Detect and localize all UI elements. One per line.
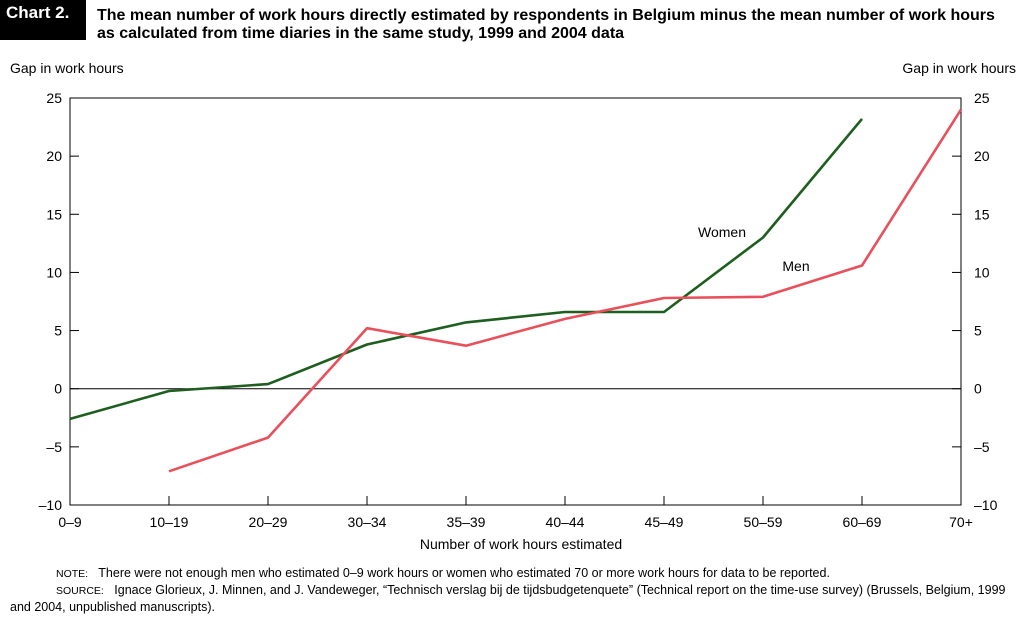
y-tick-label-right: 25 <box>974 90 990 106</box>
x-tick-label: 70+ <box>949 514 973 530</box>
x-tick-label: 50–59 <box>744 514 783 530</box>
x-tick-label: 45–49 <box>645 514 684 530</box>
y-tick-label-left: 5 <box>54 323 62 339</box>
chart-series: Women Men <box>69 108 963 473</box>
x-tick-label: 60–69 <box>843 514 882 530</box>
y-tick-label-right: –10 <box>974 497 998 513</box>
y-tick-label-left: 10 <box>46 264 62 280</box>
x-tick-label: 40–44 <box>546 514 585 530</box>
y-tick-label-left: 25 <box>46 90 62 106</box>
y-tick-label-right: 15 <box>974 206 990 222</box>
note-text: There were not enough men who estimated … <box>98 566 830 580</box>
x-axis-ticks: 0–9 10–19 20–29 30–34 35–39 40–44 45–49 50–59 60… <box>58 496 973 530</box>
x-tick-label: 35–39 <box>447 514 486 530</box>
x-tick-label: 20–29 <box>249 514 288 530</box>
plot-border <box>69 97 962 506</box>
y-tick-label-right: 0 <box>974 381 982 397</box>
y-axis-ticks: 25 25 20 20 15 15 10 10 5 5 0 0 –5 –5 –10 –10 <box>39 90 998 513</box>
chart-number-label: Chart 2. <box>0 0 86 40</box>
x-tick-label: 0–9 <box>58 514 82 530</box>
series-line-men <box>168 108 963 473</box>
y-tick-label-left: 15 <box>46 206 62 222</box>
note-label: Note: <box>56 568 89 580</box>
y-axis-title-left: Gap in work hours <box>10 60 124 76</box>
chart-title: The mean number of work hours directly e… <box>97 7 995 42</box>
footnotes: Note: There were not enough men who esti… <box>10 565 1016 615</box>
y-tick-label-right: –5 <box>974 439 990 455</box>
source-line: Source: Ignace Glorieux, J. Minnen, and … <box>10 582 1016 615</box>
y-tick-label-right: 10 <box>974 264 990 280</box>
y-tick-label-right: 5 <box>974 323 982 339</box>
y-tick-label-left: –10 <box>39 497 63 513</box>
series-label-men: Men <box>782 258 809 274</box>
source-label: Source: <box>56 585 104 597</box>
y-tick-label-left: –5 <box>46 439 62 455</box>
y-tick-label-left: 20 <box>46 148 62 164</box>
y-tick-label-right: 20 <box>974 148 990 164</box>
note-line: Note: There were not enough men who esti… <box>10 565 1016 582</box>
series-label-women: Women <box>698 224 746 240</box>
series-line-women <box>69 118 863 421</box>
x-axis-label: Number of work hours estimated <box>420 536 622 552</box>
y-axis-title-right: Gap in work hours <box>902 60 1016 76</box>
source-text: Ignace Glorieux, J. Minnen, and J. Vande… <box>10 583 1006 614</box>
x-tick-label: 10–19 <box>150 514 189 530</box>
x-tick-label: 30–34 <box>348 514 387 530</box>
y-tick-label-left: 0 <box>54 381 62 397</box>
